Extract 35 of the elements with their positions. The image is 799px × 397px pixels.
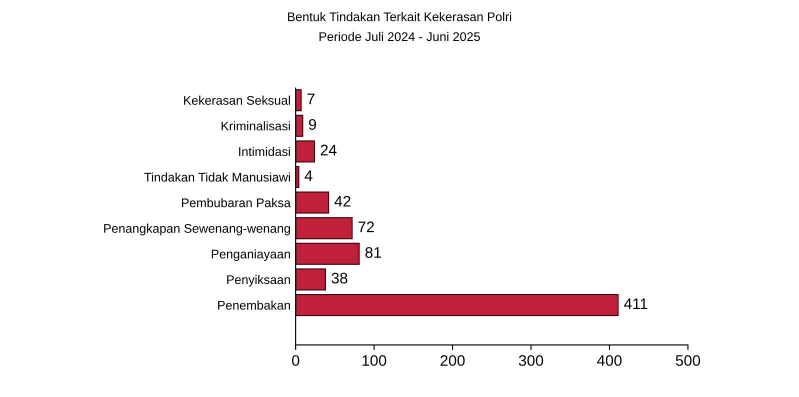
x-tick-label: 400 bbox=[597, 355, 622, 366]
bar bbox=[296, 89, 302, 112]
x-tick-label: 500 bbox=[676, 355, 700, 366]
x-tick-label: 0 bbox=[292, 355, 300, 366]
bar bbox=[296, 114, 304, 137]
x-tick-label: 300 bbox=[518, 355, 544, 366]
y-tick-label: Penganiayaan bbox=[212, 249, 290, 261]
y-tick-label: Penangkapan Sewenang-wenang bbox=[104, 224, 290, 236]
bar bbox=[296, 268, 326, 290]
data-label: 72 bbox=[358, 222, 374, 232]
y-tick-label: Intimidasi bbox=[239, 146, 290, 156]
x-tick-label: 100 bbox=[362, 355, 386, 366]
bar bbox=[296, 242, 360, 265]
y-tick-label: Kekerasan Seksual bbox=[184, 96, 290, 105]
data-label: 411 bbox=[624, 298, 648, 309]
data-label: 24 bbox=[320, 144, 337, 156]
data-label: 42 bbox=[334, 196, 350, 207]
data-label: 81 bbox=[365, 247, 381, 258]
y-tick-label: Penyiksaan bbox=[227, 274, 290, 287]
chart-title: Bentuk Tindakan Terkait Kekerasan Polri bbox=[288, 12, 512, 22]
bar bbox=[296, 294, 619, 316]
data-label: 4 bbox=[304, 170, 312, 181]
x-tick-label: 200 bbox=[440, 355, 465, 366]
y-tick-label: Kriminalisasi bbox=[222, 121, 290, 130]
y-tick-label: Pembubaran Paksa bbox=[182, 198, 291, 208]
data-label: 7 bbox=[307, 94, 314, 104]
data-label: 38 bbox=[332, 272, 348, 284]
data-label: 9 bbox=[308, 119, 316, 130]
bar bbox=[296, 166, 300, 188]
bar bbox=[296, 192, 330, 214]
chart-subtitle: Periode Juli 2024 - Juni 2025 bbox=[320, 32, 480, 42]
y-tick-label: Tindakan Tidak Manusiawi bbox=[144, 172, 290, 182]
bar bbox=[296, 217, 353, 240]
y-tick-label: Penembakan bbox=[218, 300, 290, 310]
bar bbox=[296, 140, 316, 162]
